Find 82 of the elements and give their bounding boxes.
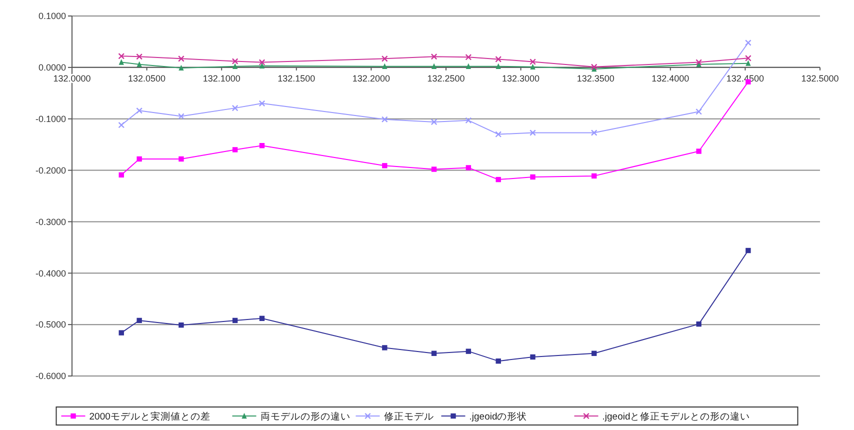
point — [746, 248, 751, 254]
point — [136, 107, 143, 114]
point — [696, 108, 702, 115]
point — [466, 63, 472, 69]
point — [465, 54, 472, 60]
point — [466, 165, 472, 170]
y-tick-label: -0.3000 — [35, 216, 66, 227]
point — [382, 63, 388, 69]
point — [259, 62, 265, 68]
y-tick-label: -0.4000 — [35, 268, 66, 278]
x-tick-label: 132.0500 — [128, 73, 166, 84]
point — [496, 358, 501, 364]
point — [744, 54, 752, 62]
x-tick-label: 132.2000 — [352, 73, 390, 84]
point — [178, 64, 184, 71]
y-tick-label: 0.1000 — [38, 11, 66, 22]
point — [118, 59, 124, 65]
point — [232, 318, 238, 324]
point — [465, 117, 472, 124]
point — [136, 61, 142, 67]
point — [118, 122, 125, 128]
point — [178, 322, 184, 328]
legend-label: 両モデルの形の違い — [260, 410, 350, 422]
point — [592, 350, 597, 356]
legend-label: .jgeoidの形状 — [469, 410, 528, 422]
x-tick-label: 132.1000 — [202, 73, 240, 84]
point — [592, 173, 597, 179]
y-tick-label: -0.1000 — [35, 114, 66, 124]
point — [258, 100, 266, 107]
x-tick-label: 132.2500 — [427, 73, 465, 84]
point — [136, 318, 142, 324]
y-tick-label: -0.2000 — [35, 165, 66, 176]
point — [590, 130, 598, 136]
point — [744, 40, 752, 46]
point — [118, 52, 125, 60]
point — [530, 130, 536, 136]
legend-label: .jgeoidと修正モデルとの形の違い — [602, 410, 750, 422]
point — [118, 330, 124, 336]
x-tick-label: 132.1500 — [278, 73, 316, 84]
point — [136, 53, 143, 60]
point — [530, 174, 536, 180]
x-tick-label: 132.5000 — [801, 73, 839, 84]
point — [696, 321, 702, 327]
point — [431, 63, 437, 69]
point — [430, 118, 438, 126]
point — [496, 63, 501, 69]
point — [382, 345, 388, 350]
point — [530, 58, 536, 65]
point — [136, 156, 142, 162]
point — [178, 113, 184, 120]
point — [382, 163, 388, 168]
y-tick-label: 0.0000 — [38, 62, 66, 73]
point — [381, 55, 388, 62]
point — [259, 316, 265, 321]
y-tick-label: -0.5000 — [35, 320, 66, 330]
point — [495, 56, 502, 62]
point — [232, 63, 238, 69]
point — [431, 166, 437, 172]
point — [530, 64, 536, 70]
point — [178, 55, 184, 62]
point — [232, 147, 238, 152]
x-tick-label: 132.3000 — [502, 73, 540, 84]
point — [746, 60, 751, 66]
y-tick-label: -0.6000 — [35, 371, 66, 382]
point — [178, 156, 184, 162]
point — [232, 104, 238, 112]
x-tick-label: 132.3500 — [576, 73, 614, 84]
point — [118, 172, 124, 178]
point — [232, 58, 238, 64]
point — [259, 143, 265, 148]
point — [466, 348, 472, 354]
point — [530, 354, 536, 360]
point — [431, 350, 437, 356]
legend-label: 2000モデルと実測値との差 — [89, 410, 210, 422]
point — [430, 53, 438, 60]
point — [258, 59, 266, 66]
point — [696, 148, 702, 154]
x-tick-label: 132.4000 — [652, 73, 690, 84]
point — [381, 116, 388, 123]
point — [496, 176, 501, 182]
legend-label: 修正モデル — [384, 411, 434, 422]
point — [495, 131, 502, 138]
